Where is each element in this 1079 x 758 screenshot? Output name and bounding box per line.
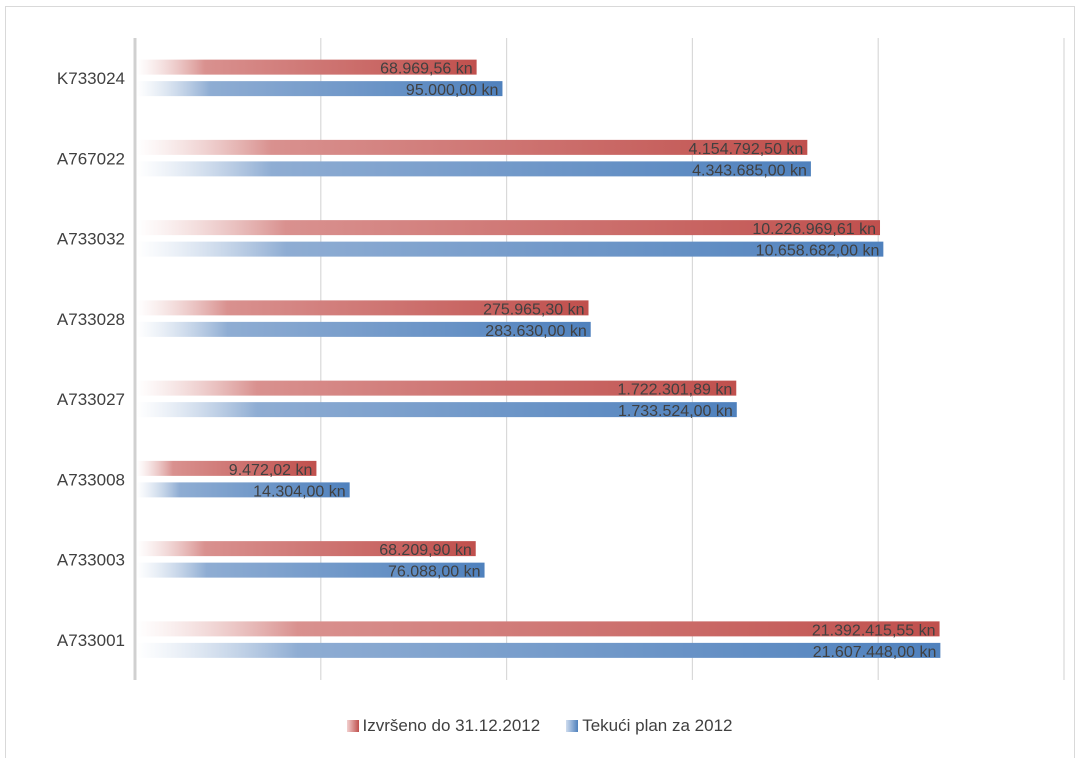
- bar-plan: [137, 402, 737, 418]
- bar-executed: [137, 300, 589, 316]
- data-label-plan: 76.088,00 kn: [388, 564, 481, 581]
- data-label-plan: 14.304,00 kn: [253, 483, 346, 500]
- bar-executed: [137, 460, 317, 476]
- category-label: A733027: [57, 390, 125, 409]
- bar-executed: [137, 139, 808, 155]
- legend-swatch-executed: [346, 720, 359, 732]
- data-label-plan: 4.343.685,00 kn: [692, 162, 807, 179]
- data-label-executed: 275.965,30 kn: [483, 301, 584, 318]
- bar-plan: [137, 241, 884, 257]
- data-label-plan: 283.630,00 kn: [485, 323, 586, 340]
- bar-plan: [137, 161, 811, 177]
- category-label: A733001: [57, 631, 125, 650]
- legend-swatch-plan: [566, 720, 579, 732]
- data-label-executed: 4.154.792,50 kn: [689, 141, 804, 158]
- data-label-executed: 10.226.969,61 kn: [752, 221, 876, 238]
- data-label-plan: 95.000,00 kn: [406, 82, 499, 99]
- data-label-plan: 1.733.524,00 kn: [618, 403, 733, 420]
- legend-label-plan: Tekući plan za 2012: [582, 716, 733, 735]
- bar-plan: [137, 321, 591, 337]
- data-label-executed: 68.969,56 kn: [380, 61, 473, 78]
- legend-label-executed: Izvršeno do 31.12.2012: [362, 716, 541, 735]
- data-label-executed: 21.392.415,55 kn: [812, 622, 936, 639]
- bar-executed: [137, 380, 737, 396]
- legend-item-executed: Izvršeno do 31.12.2012: [346, 716, 541, 736]
- category-label: A733008: [57, 470, 125, 489]
- category-labels: A733001 A733003 A733008 A733027 A733028 A7330…: [57, 69, 125, 650]
- bar-executed: [137, 621, 940, 637]
- bar-plan: [137, 81, 503, 97]
- label-layer: 21.392.415,55 kn 21.607.448,00 kn 68.209,9…: [229, 61, 937, 661]
- category-label: K733024: [57, 69, 125, 88]
- bar-executed: [137, 220, 881, 236]
- bar-plan: [137, 482, 350, 498]
- data-label-plan: 10.658.682,00 kn: [756, 243, 880, 260]
- category-label: A733003: [57, 551, 125, 570]
- data-label-executed: 9.472,02 kn: [229, 462, 313, 479]
- category-label: A767022: [57, 149, 125, 168]
- bar-layer: [137, 59, 941, 658]
- data-label-plan: 21.607.448,00 kn: [813, 644, 937, 661]
- bar-plan: [137, 642, 941, 658]
- legend: Izvršeno do 31.12.2012 Tekući plan za 20…: [0, 716, 1079, 736]
- category-label: A733032: [57, 230, 125, 249]
- bar-executed: [137, 59, 477, 75]
- grid-layer: [133, 38, 1065, 680]
- data-label-executed: 68.209,90 kn: [379, 542, 472, 559]
- legend-item-plan: Tekući plan za 2012: [566, 716, 732, 736]
- bar-plan: [137, 562, 485, 578]
- bar-executed: [137, 541, 476, 557]
- category-label: A733028: [57, 310, 125, 329]
- data-label-executed: 1.722.301,89 kn: [618, 382, 733, 399]
